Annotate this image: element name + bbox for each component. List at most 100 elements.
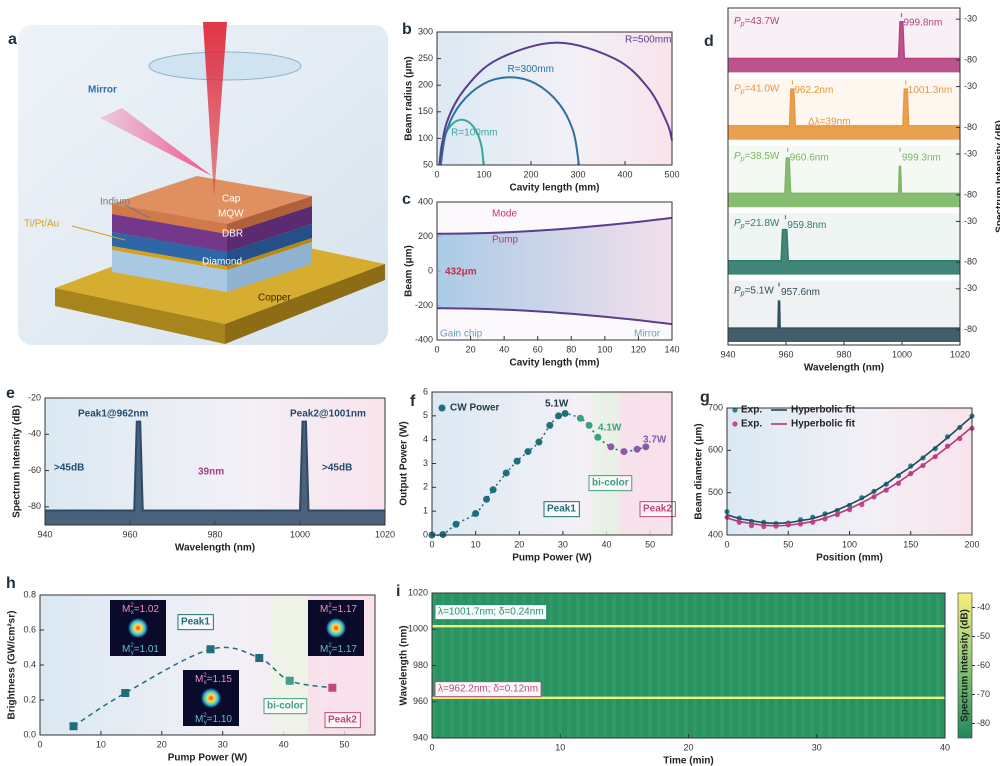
m2-symbol: M xyxy=(320,644,328,655)
x-axis-label: Cavity length (mm) xyxy=(509,183,599,194)
point xyxy=(452,520,460,528)
point xyxy=(555,412,563,420)
m2-sub: y xyxy=(131,650,134,656)
y-tick-label: 0 xyxy=(423,529,428,539)
panel-letter: i xyxy=(396,583,400,600)
x-tick-label: 60 xyxy=(533,344,543,354)
x-tick-label: 1020 xyxy=(950,349,970,359)
spectrum-area xyxy=(45,421,385,525)
y-tick-label: 1000 xyxy=(408,624,428,634)
annotation: 3.7W xyxy=(643,435,667,446)
y-tick-label: 1020 xyxy=(408,587,428,597)
y-tick-label: -80 xyxy=(964,122,977,132)
layer-side xyxy=(112,250,227,292)
x-tick-label: 120 xyxy=(631,344,646,354)
y-tick-label: 3 xyxy=(423,458,428,468)
y-tick-label: 5 xyxy=(423,410,428,420)
point xyxy=(546,421,554,429)
annotation: Mode xyxy=(492,209,517,220)
annotation: Mirror xyxy=(634,329,661,340)
panel-letter: d xyxy=(704,33,714,50)
y-axis-label: Spectrum Intensity (dB) xyxy=(12,405,23,518)
y-tick-label: 400 xyxy=(418,196,433,206)
x-tick-label: 940 xyxy=(37,529,52,539)
annotation-box xyxy=(434,681,542,698)
row-symbol: P xyxy=(734,218,741,229)
x-tick-label: 0 xyxy=(429,539,434,549)
m2-label: M2 y=1.10 xyxy=(195,713,232,726)
y-tick-label: -30 xyxy=(964,216,977,226)
plot-frame xyxy=(431,391,673,536)
y-tick-label: 1 xyxy=(423,506,428,516)
point xyxy=(524,448,532,456)
row-power: =43.7W xyxy=(745,16,780,27)
layer-side xyxy=(227,242,312,292)
mirror xyxy=(148,51,302,81)
y-tick-label: 980 xyxy=(413,660,428,670)
copper-side xyxy=(55,288,225,344)
panel-letter: a xyxy=(8,31,17,48)
y-tick-label: -20 xyxy=(28,392,41,402)
annotation: 432μm xyxy=(445,267,477,278)
point xyxy=(121,689,130,697)
spectrum-area xyxy=(728,21,960,73)
legend-label: CW Power xyxy=(450,403,500,414)
annotation: 39nm xyxy=(198,467,224,478)
y-tick-label: -400 xyxy=(415,334,433,344)
x-tick-label: 10 xyxy=(96,739,106,749)
colorbar-tick-label: -70 xyxy=(977,689,990,699)
annotation: >45dB xyxy=(322,463,352,474)
point xyxy=(206,645,215,654)
plot-frame xyxy=(436,201,673,341)
x-tick-label: 0 xyxy=(37,739,42,749)
x-tick-label: 1000 xyxy=(892,349,912,359)
panel-letter: c xyxy=(402,191,411,208)
x-tick-label: 1020 xyxy=(375,529,395,539)
layer-side xyxy=(227,196,312,234)
x-tick-label: 1000 xyxy=(290,529,310,539)
m2-sub: x xyxy=(329,610,332,616)
legend-label: Exp. xyxy=(741,419,762,430)
y-axis-label: Wavelength (nm) xyxy=(399,625,410,705)
annotation: Pump xyxy=(492,235,519,246)
colorbar-tick-label: -40 xyxy=(977,602,990,612)
x-axis-label: Time (min) xyxy=(663,756,713,766)
y-tick-label: 0.2 xyxy=(23,694,36,704)
x-tick-label: 150 xyxy=(903,539,918,549)
x-tick-label: 0 xyxy=(434,344,439,354)
y-axis-label: Spectrum Intensity (dB) xyxy=(995,120,1000,233)
layer-top xyxy=(112,176,312,224)
x-tick-label: 80 xyxy=(566,344,576,354)
x-tick-label: 940 xyxy=(720,349,735,359)
point xyxy=(607,443,615,451)
row-symbol: P xyxy=(734,285,741,296)
m2-sup: 2 xyxy=(130,603,134,609)
x-tick-label: 300 xyxy=(570,169,585,179)
layer-side xyxy=(227,238,312,270)
m2-label: M2 x=1.17 xyxy=(320,603,357,616)
y-tick-label: 500 xyxy=(708,487,723,497)
y-tick-label: 940 xyxy=(413,732,428,742)
annotation: λ=1001.7nm; δ=0.24nm xyxy=(438,607,544,618)
layer-stack xyxy=(112,176,312,292)
x-tick-label: 400 xyxy=(617,169,632,179)
m2-sup: 2 xyxy=(203,713,207,719)
x-tick-label: 10 xyxy=(555,742,565,752)
x-tick-label: 40 xyxy=(499,344,509,354)
x-axis-label: Wavelength (nm) xyxy=(175,543,255,554)
row-sub: p xyxy=(740,88,745,95)
label: Diamond xyxy=(202,257,242,268)
point xyxy=(69,722,78,731)
y-axis-label: Beam radius (μm) xyxy=(404,56,415,140)
plot-frame xyxy=(727,7,961,346)
beam-spot xyxy=(128,618,148,638)
layer-side xyxy=(112,246,227,270)
legend-marker xyxy=(732,421,738,427)
x-axis-label: Pump Power (W) xyxy=(168,753,247,764)
m2-label: M2 y=1.01 xyxy=(122,643,159,656)
x-tick-label: 960 xyxy=(778,349,793,359)
annotation: Gain chip xyxy=(440,329,483,340)
point xyxy=(513,457,521,465)
row-power: =5.1W xyxy=(745,285,775,296)
